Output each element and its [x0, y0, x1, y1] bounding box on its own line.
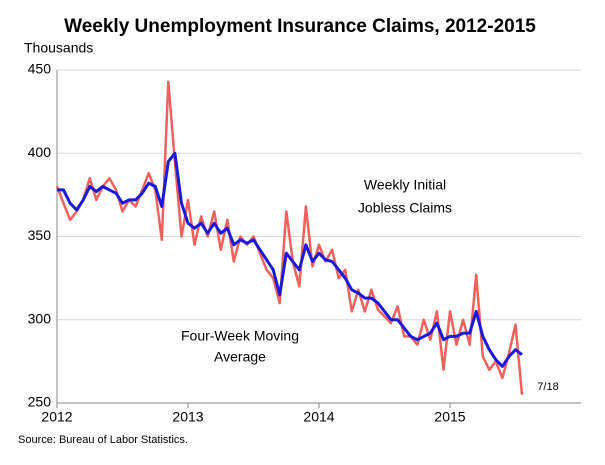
annotation: 7/18: [537, 381, 558, 393]
annotation: Jobless Claims: [358, 200, 452, 216]
annotation: Weekly Initial: [364, 177, 446, 193]
series-line: [57, 151, 523, 368]
annotation: Average: [214, 349, 266, 365]
y-tick-label: 300: [28, 310, 52, 326]
y-tick-label: 250: [28, 394, 52, 410]
y-axis-label: Thousands: [24, 40, 93, 56]
series-line: [55, 80, 524, 395]
x-tick-label: 2014: [303, 409, 334, 425]
y-tick-label: 400: [28, 144, 52, 160]
chart-title: Weekly Unemployment Insurance Claims, 20…: [64, 16, 536, 37]
x-tick-label: 2012: [41, 409, 72, 425]
x-tick-label: 2015: [434, 409, 465, 425]
y-tick-label: 450: [28, 61, 52, 77]
annotation: Four-Week Moving: [181, 328, 299, 344]
source: Source: Bureau of Labor Statistics.: [18, 434, 188, 446]
x-tick-label: 2013: [172, 409, 203, 425]
y-tick-label: 350: [28, 227, 52, 243]
